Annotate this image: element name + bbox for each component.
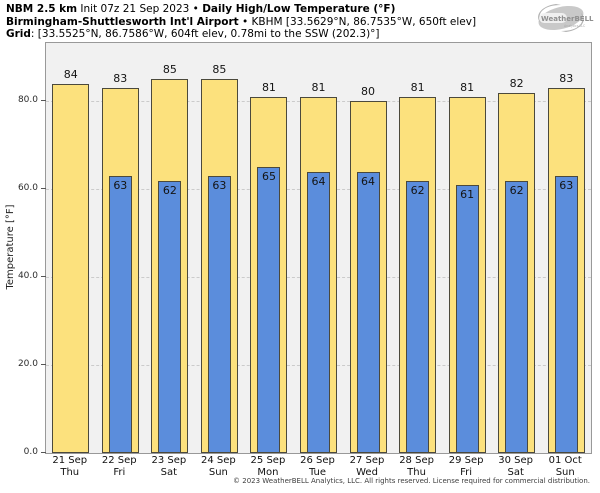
y-axis-tick-mark [41,452,46,453]
x-axis-tick-label: 26 Sep Tue [293,455,343,479]
low-value-label: 62 [509,183,524,197]
x-label-day: Thu [60,467,80,478]
logo-subtext: Analytics LLC [564,24,586,28]
y-axis-tick-label: 0.0 [23,446,38,457]
chart-header: NBM 2.5 km Init 07z 21 Sep 2023 • Daily … [6,3,476,41]
y-axis-tick-mark [41,364,46,366]
high-value-label: 83 [113,72,128,86]
x-label-date: 01 Oct [548,455,582,466]
x-axis-tick-label: 28 Sep Thu [392,455,442,479]
high-value-label: 84 [63,67,78,81]
low-value-label: 65 [261,170,276,184]
high-value-label: 83 [559,72,574,86]
low-value-label: 63 [212,179,227,193]
x-label-day: Mon [257,467,279,478]
x-label-day: Wed [356,467,378,478]
low-value-label: 64 [311,174,326,188]
station-info: • KBHM [33.5629°N, 86.7535°W, 650ft elev… [241,15,477,28]
x-label-day: Fri [113,467,126,478]
y-axis-tick-label: 80.0 [17,94,38,105]
bar-daily-low [554,176,578,453]
bar-daily-low [505,180,529,453]
logo-wordmark: WeatherBELL [541,15,594,23]
x-label-day: Sun [555,467,575,478]
x-label-date: 26 Sep [300,455,335,466]
x-axis-tick-label: 29 Sep Fri [441,455,491,479]
x-label-day: Sat [160,467,178,478]
x-label-day: Tue [308,467,327,478]
y-axis-tick-label: 60.0 [17,182,38,193]
y-axis-tick-mark [41,100,46,102]
header-line-station: Birmingham-Shuttlesworth Int'l Airport •… [6,16,476,29]
bar-daily-high [52,83,90,453]
low-value-label: 61 [460,187,475,201]
station-name: Birmingham-Shuttlesworth Int'l Airport [6,15,239,28]
high-value-label: 81 [261,81,276,95]
x-label-date: 22 Sep [101,455,137,466]
x-axis-tick-label: 21 Sep Thu [45,455,95,479]
header-line-grid: Grid: [33.5525°N, 86.7586°W, 604ft elev,… [6,28,476,41]
low-value-label: 62 [410,183,425,197]
bar-daily-low [406,180,430,453]
high-value-label: 85 [212,63,227,77]
x-axis-tick-label: 23 Sep Sat [144,455,194,479]
low-value-label: 64 [361,174,376,188]
y-axis-tick-label: 20.0 [17,358,38,369]
x-label-date: 29 Sep [448,455,484,466]
x-label-date: 24 Sep [201,455,236,466]
grid-label: Grid [6,28,31,41]
copyright-notice: © 2023 WeatherBELL Analytics, LLC. All r… [233,477,590,485]
y-axis-title: Temperature [°F] [5,204,16,290]
y-axis-tick-mark [41,276,46,278]
high-value-label: 80 [361,85,376,99]
x-label-date: 23 Sep [151,455,187,466]
x-label-date: 27 Sep [349,455,385,466]
x-label-day: Sat [507,467,524,478]
bar-daily-low [108,176,132,453]
low-value-label: 62 [162,183,177,197]
grid-info: : [33.5525°N, 86.7586°W, 604ft elev, 0.7… [30,28,380,41]
x-label-date: 30 Sep [498,455,534,466]
y-axis-tick-mark [41,188,46,190]
x-label-date: 21 Sep [52,455,88,466]
bar-daily-low [455,184,479,453]
x-axis-tick-label: 25 Sep Mon [243,455,293,479]
x-axis-tick-label: 22 Sep Fri [95,455,145,479]
model-name: NBM 2.5 km [6,3,78,15]
init-time: Init 07z 21 Sep 2023 [80,3,190,15]
x-label-day: Fri [460,467,473,478]
bar-daily-low [158,180,182,453]
high-value-label: 85 [162,63,177,77]
bar-daily-low [207,176,231,453]
high-value-label: 81 [311,81,326,95]
x-axis-tick-label: 30 Sep Sat [491,455,541,479]
product-title: Daily High/Low Temperature (°F) [202,3,396,15]
low-value-label: 63 [113,179,128,193]
low-value-label: 63 [559,179,574,193]
x-axis-tick-label: 01 Oct Sun [540,455,590,479]
high-value-label: 81 [410,81,425,95]
x-axis-tick-label: 27 Sep Wed [342,455,392,479]
high-value-label: 82 [509,76,524,90]
plot-area: 84 83 63 85 62 85 63 81 65 81 64 80 64 81 62 81 61 82 62 83… [45,42,592,454]
x-label-day: Sun [208,467,228,478]
x-label-date: 28 Sep [399,455,434,466]
x-label-date: 25 Sep [250,455,286,466]
bar-daily-low [356,171,380,453]
high-value-label: 81 [460,81,475,95]
weatherbell-logo-icon: WeatherBELL Analytics LLC [538,4,594,32]
header-line-model: NBM 2.5 km Init 07z 21 Sep 2023 • Daily … [6,3,476,16]
y-axis-tick-label: 40.0 [17,270,38,281]
bar-daily-low [257,167,281,453]
x-axis-tick-label: 24 Sep Sun [194,455,244,479]
bar-daily-low [307,171,330,453]
x-label-day: Thu [407,467,426,478]
bullet-separator: • [192,3,199,15]
